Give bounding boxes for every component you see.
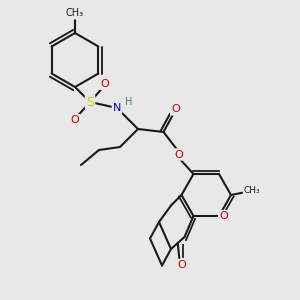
Text: O: O bbox=[219, 211, 228, 221]
Text: O: O bbox=[70, 115, 80, 125]
Text: CH₃: CH₃ bbox=[66, 8, 84, 19]
Text: O: O bbox=[100, 79, 109, 89]
Text: N: N bbox=[113, 103, 121, 113]
Text: CH₃: CH₃ bbox=[244, 186, 260, 195]
Text: O: O bbox=[178, 260, 187, 271]
Text: O: O bbox=[171, 104, 180, 115]
Text: H: H bbox=[125, 97, 133, 107]
Text: S: S bbox=[86, 95, 94, 109]
Text: O: O bbox=[174, 149, 183, 160]
